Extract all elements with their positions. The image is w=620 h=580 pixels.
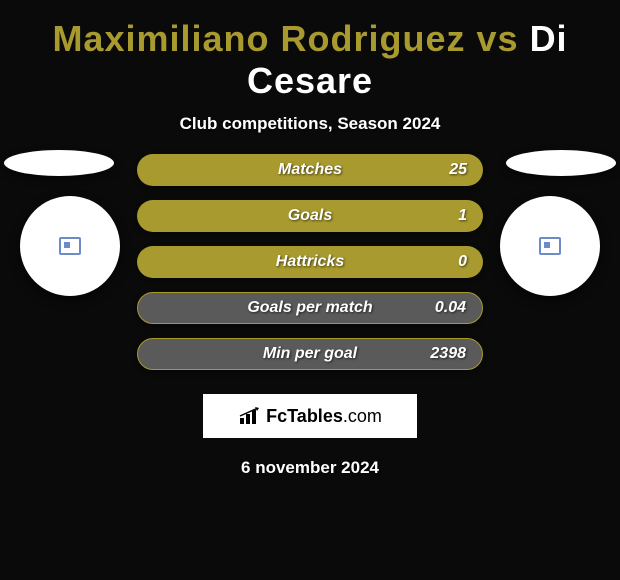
stat-row: Goals 1 [137, 200, 483, 232]
page-title: Maximiliano Rodriguez vs Di Cesare [0, 0, 620, 106]
vs-text: vs [477, 18, 519, 59]
stat-row: Min per goal 2398 [137, 338, 483, 370]
right-name-ellipse [506, 150, 616, 176]
stat-value: 2398 [430, 345, 466, 363]
logo-text: FcTables.com [266, 406, 382, 427]
chart-icon [238, 406, 262, 426]
logo-suffix: .com [343, 406, 382, 426]
stat-row: Hattricks 0 [137, 246, 483, 278]
player1-name: Maximiliano Rodriguez [52, 18, 465, 59]
fctables-logo: FcTables.com [203, 394, 417, 438]
subtitle: Club competitions, Season 2024 [0, 106, 620, 154]
stat-label: Min per goal [263, 345, 357, 363]
left-team-badge [20, 196, 120, 296]
logo-main: FcTables [266, 406, 343, 426]
left-name-ellipse [4, 150, 114, 176]
flag-icon [539, 237, 561, 255]
flag-icon [59, 237, 81, 255]
right-team-badge [500, 196, 600, 296]
stat-row: Goals per match 0.04 [137, 292, 483, 324]
date-text: 6 november 2024 [0, 438, 620, 498]
comparison-area: Matches 25 Goals 1 Hattricks 0 Goals per match… [0, 154, 620, 370]
stat-label: Goals [288, 207, 332, 225]
stat-value: 25 [449, 161, 467, 179]
stat-value: 0 [458, 253, 467, 271]
stats-list: Matches 25 Goals 1 Hattricks 0 Goals per match… [137, 154, 483, 370]
stat-row: Matches 25 [137, 154, 483, 186]
stat-value: 0.04 [435, 299, 466, 317]
stat-label: Matches [278, 161, 342, 179]
stat-label: Goals per match [247, 299, 372, 317]
stat-label: Hattricks [276, 253, 344, 271]
stat-value: 1 [458, 207, 467, 225]
